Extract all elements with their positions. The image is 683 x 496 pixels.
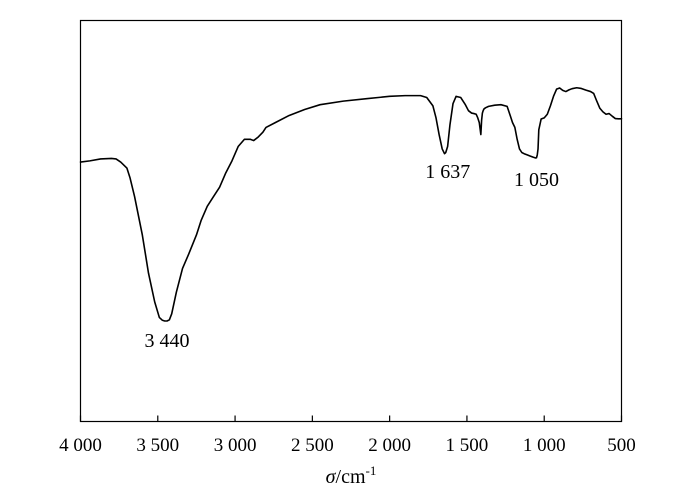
x-axis-ticks: [79, 415, 623, 422]
peak-annotation: 3 440: [145, 330, 190, 352]
spectrum-line: [79, 86, 623, 322]
peak-annotations: 3 440 1 637 1 050: [145, 161, 559, 352]
peak-annotation: 1 050: [514, 169, 559, 191]
x-tick-label: 3 500: [136, 435, 179, 456]
x-tick-label: 500: [607, 435, 636, 456]
plot-frame: [79, 19, 623, 423]
x-axis-tick-labels: 4 000 3 500 3 000 2 500 2 000 1 500 1 000 500: [59, 435, 636, 456]
x-tick-label: 1 000: [523, 435, 566, 456]
x-axis-label: σ/cm-1: [326, 463, 377, 488]
x-tick-label: 4 000: [59, 435, 102, 456]
x-tick-label: 1 500: [446, 435, 489, 456]
x-tick-label: 3 000: [214, 435, 257, 456]
x-tick-label: 2 500: [291, 435, 334, 456]
x-tick-label: 2 000: [368, 435, 411, 456]
peak-annotation: 1 637: [425, 161, 470, 183]
